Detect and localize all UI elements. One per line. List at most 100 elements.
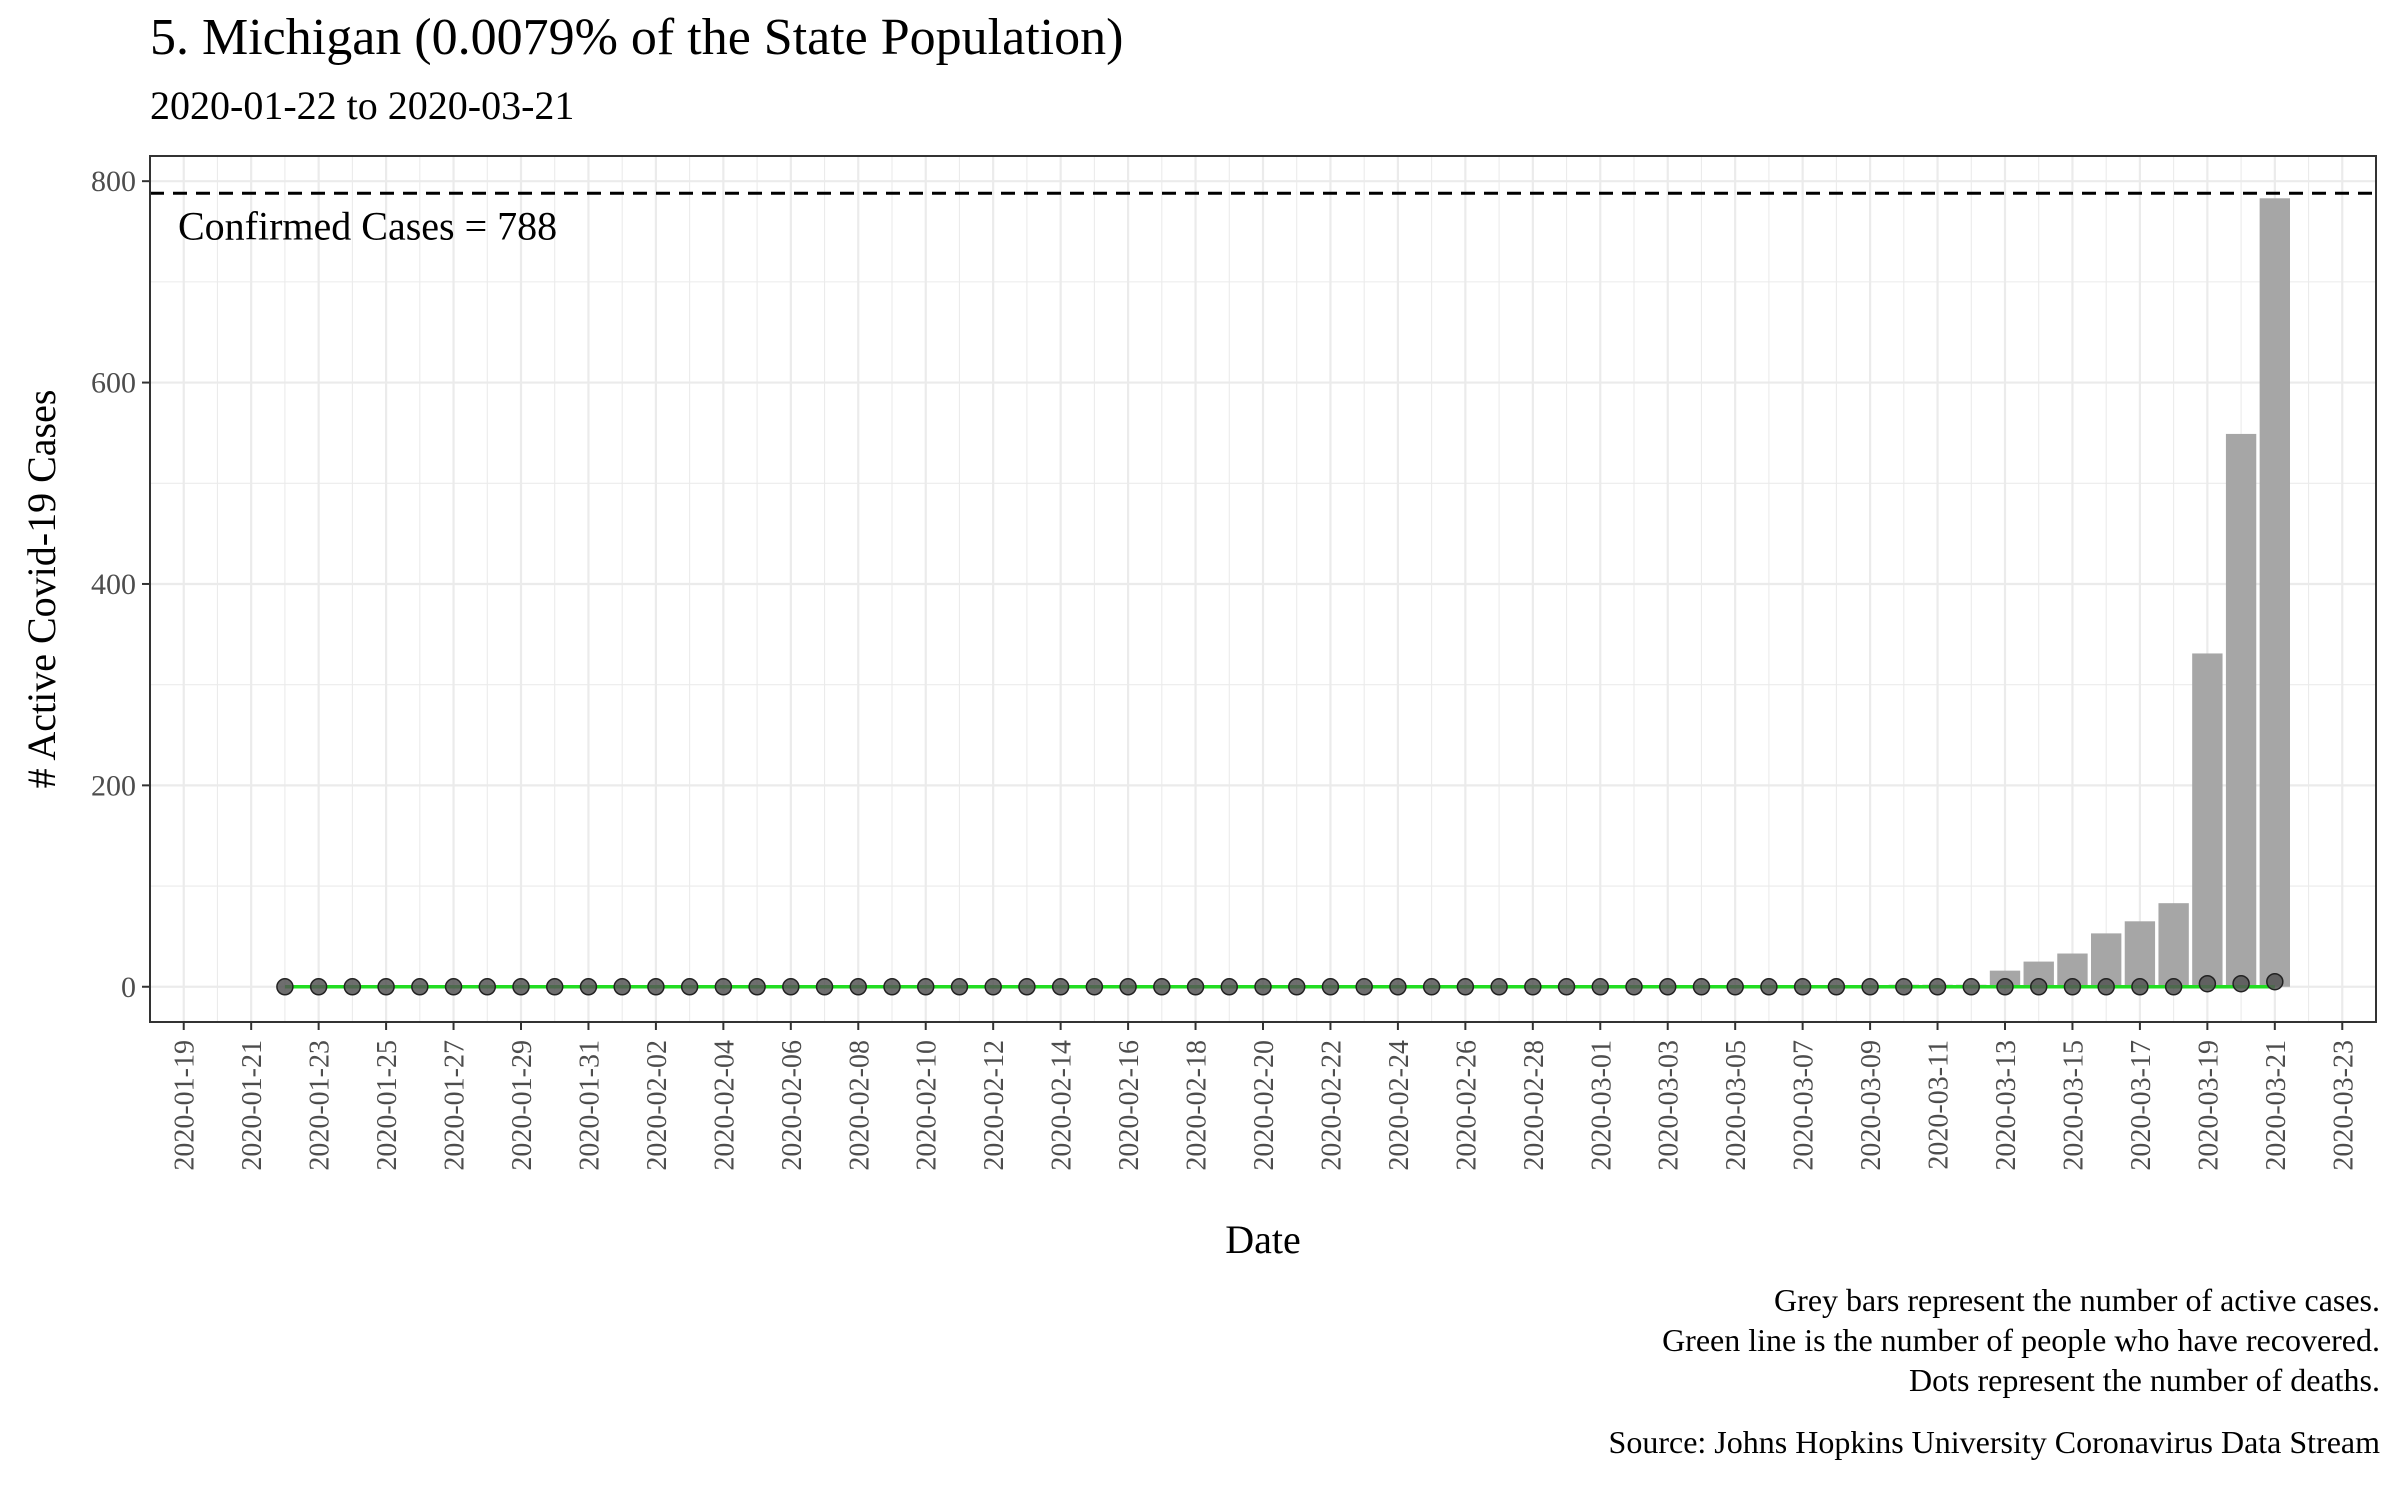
x-tick-label: 2020-03-01 <box>1586 1040 1617 1171</box>
death-dot <box>849 978 868 996</box>
x-tick-label: 2020-01-25 <box>372 1040 403 1171</box>
death-dot <box>1254 978 1272 996</box>
x-tick-label: 2020-03-11 <box>1924 1040 1955 1170</box>
death-dot <box>950 978 969 996</box>
x-tick-label: 2020-01-29 <box>507 1040 538 1171</box>
chart-subtitle: 2020-01-22 to 2020-03-21 <box>150 83 575 128</box>
x-tick-label: 2020-03-13 <box>1991 1040 2022 1171</box>
caption-line-bars: Grey bars represent the number of active… <box>1774 1282 2380 1318</box>
death-dot <box>1085 978 1104 996</box>
death-dot <box>1321 978 1340 996</box>
x-tick-label: 2020-02-02 <box>642 1040 673 1171</box>
death-dot <box>782 978 800 996</box>
death-dot <box>1524 978 1542 996</box>
axis-layer: 0 200 400 600 800 2020-01-19 2020-01-21 2020-01… <box>91 165 2359 1170</box>
death-dot <box>1726 978 1744 996</box>
x-tick-label: 2020-03-07 <box>1789 1040 1820 1171</box>
x-tick-label: 2020-03-21 <box>2261 1040 2292 1171</box>
death-dot <box>1793 978 1812 996</box>
x-tick-label: 2020-03-15 <box>2058 1040 2089 1171</box>
x-tick-label: 2020-01-21 <box>237 1040 268 1171</box>
x-tick-label: 2020-02-06 <box>777 1040 808 1171</box>
x-tick-label: 2020-02-14 <box>1047 1040 1078 1171</box>
death-dot <box>815 978 834 996</box>
death-dot <box>309 978 328 996</box>
chart-caption: Grey bars represent the number of active… <box>1609 1280 2380 1462</box>
death-dot <box>916 978 935 996</box>
x-tick-label: 2020-02-04 <box>709 1040 740 1171</box>
y-tick-label: 400 <box>91 568 136 601</box>
x-tick-label: 2020-01-23 <box>305 1040 336 1171</box>
death-dot <box>1996 978 2014 996</box>
death-dot <box>1962 978 1981 996</box>
death-dot <box>1119 978 1137 996</box>
death-dot <box>613 978 631 996</box>
active-cases-bar <box>2124 921 2156 987</box>
active-cases-bar <box>2225 433 2257 987</box>
death-dot <box>478 978 497 996</box>
death-dot <box>1625 978 1643 996</box>
death-dot <box>2131 978 2149 996</box>
death-dot <box>1760 978 1778 996</box>
grid-layer <box>150 156 2376 1022</box>
x-tick-label: 2020-03-19 <box>2193 1040 2224 1171</box>
y-tick-label: 600 <box>91 367 136 400</box>
y-axis-title: # Active Covid-19 Cases <box>19 390 64 789</box>
x-tick-label: 2020-02-26 <box>1451 1040 1482 1171</box>
chart-title: 5. Michigan (0.0079% of the State Popula… <box>150 9 1124 66</box>
active-cases-bar <box>2158 903 2189 987</box>
y-tick-label: 0 <box>121 971 136 1004</box>
death-dot <box>714 978 733 996</box>
active-cases-bar <box>2091 933 2122 987</box>
death-dot <box>1051 978 1070 996</box>
x-tick-label: 2020-02-20 <box>1249 1040 1280 1171</box>
death-dot <box>1287 978 1306 996</box>
death-dot <box>545 978 564 996</box>
death-dot <box>1591 978 1610 996</box>
death-dot <box>1456 978 1475 996</box>
death-dot <box>2097 978 2115 996</box>
death-dot <box>748 978 766 996</box>
x-tick-label: 2020-02-12 <box>979 1040 1010 1171</box>
death-dot <box>1186 978 1205 996</box>
death-dot <box>579 978 598 996</box>
death-dot <box>1861 978 1879 996</box>
death-dot <box>1153 978 1171 996</box>
active-cases-bar <box>2259 198 2290 987</box>
death-dot <box>1355 978 1373 996</box>
death-dot <box>276 978 294 996</box>
death-dot <box>1827 978 1846 996</box>
death-dot <box>647 978 665 996</box>
x-tick-label: 2020-03-17 <box>2126 1040 2157 1171</box>
x-tick-label: 2020-02-10 <box>912 1040 943 1171</box>
x-tick-label: 2020-02-22 <box>1316 1040 1347 1171</box>
death-dot <box>2198 974 2217 993</box>
death-dot <box>883 978 901 996</box>
y-tick-label: 200 <box>91 769 136 802</box>
y-tick-label: 800 <box>91 165 136 198</box>
death-dot <box>1220 978 1239 996</box>
death-dot <box>2063 978 2082 996</box>
death-dot <box>1895 978 1913 996</box>
death-dot <box>1490 978 1508 996</box>
death-dot <box>1557 978 1576 996</box>
death-dot <box>2029 978 2048 996</box>
death-dot <box>1018 978 1036 996</box>
x-tick-label: 2020-02-16 <box>1114 1040 1145 1171</box>
death-dot <box>377 978 395 996</box>
caption-line-deaths: Dots represent the number of deaths. <box>1909 1362 2380 1398</box>
x-tick-label: 2020-02-18 <box>1182 1040 1213 1171</box>
x-tick-label: 2020-01-19 <box>170 1040 201 1171</box>
death-dot <box>1692 978 1711 996</box>
death-dot <box>512 978 530 996</box>
death-dot <box>1658 978 1677 996</box>
x-axis-title: Date <box>1225 1217 1301 1262</box>
reference-layer: Confirmed Cases = 788 <box>150 191 2376 248</box>
x-tick-label: 2020-02-24 <box>1384 1040 1415 1171</box>
death-dot <box>1422 978 1441 996</box>
x-tick-label: 2020-03-05 <box>1721 1040 1752 1171</box>
x-tick-label: 2020-03-23 <box>2328 1040 2359 1171</box>
death-dot <box>1389 978 1407 996</box>
caption-line-recovered: Green line is the number of people who h… <box>1662 1322 2380 1358</box>
